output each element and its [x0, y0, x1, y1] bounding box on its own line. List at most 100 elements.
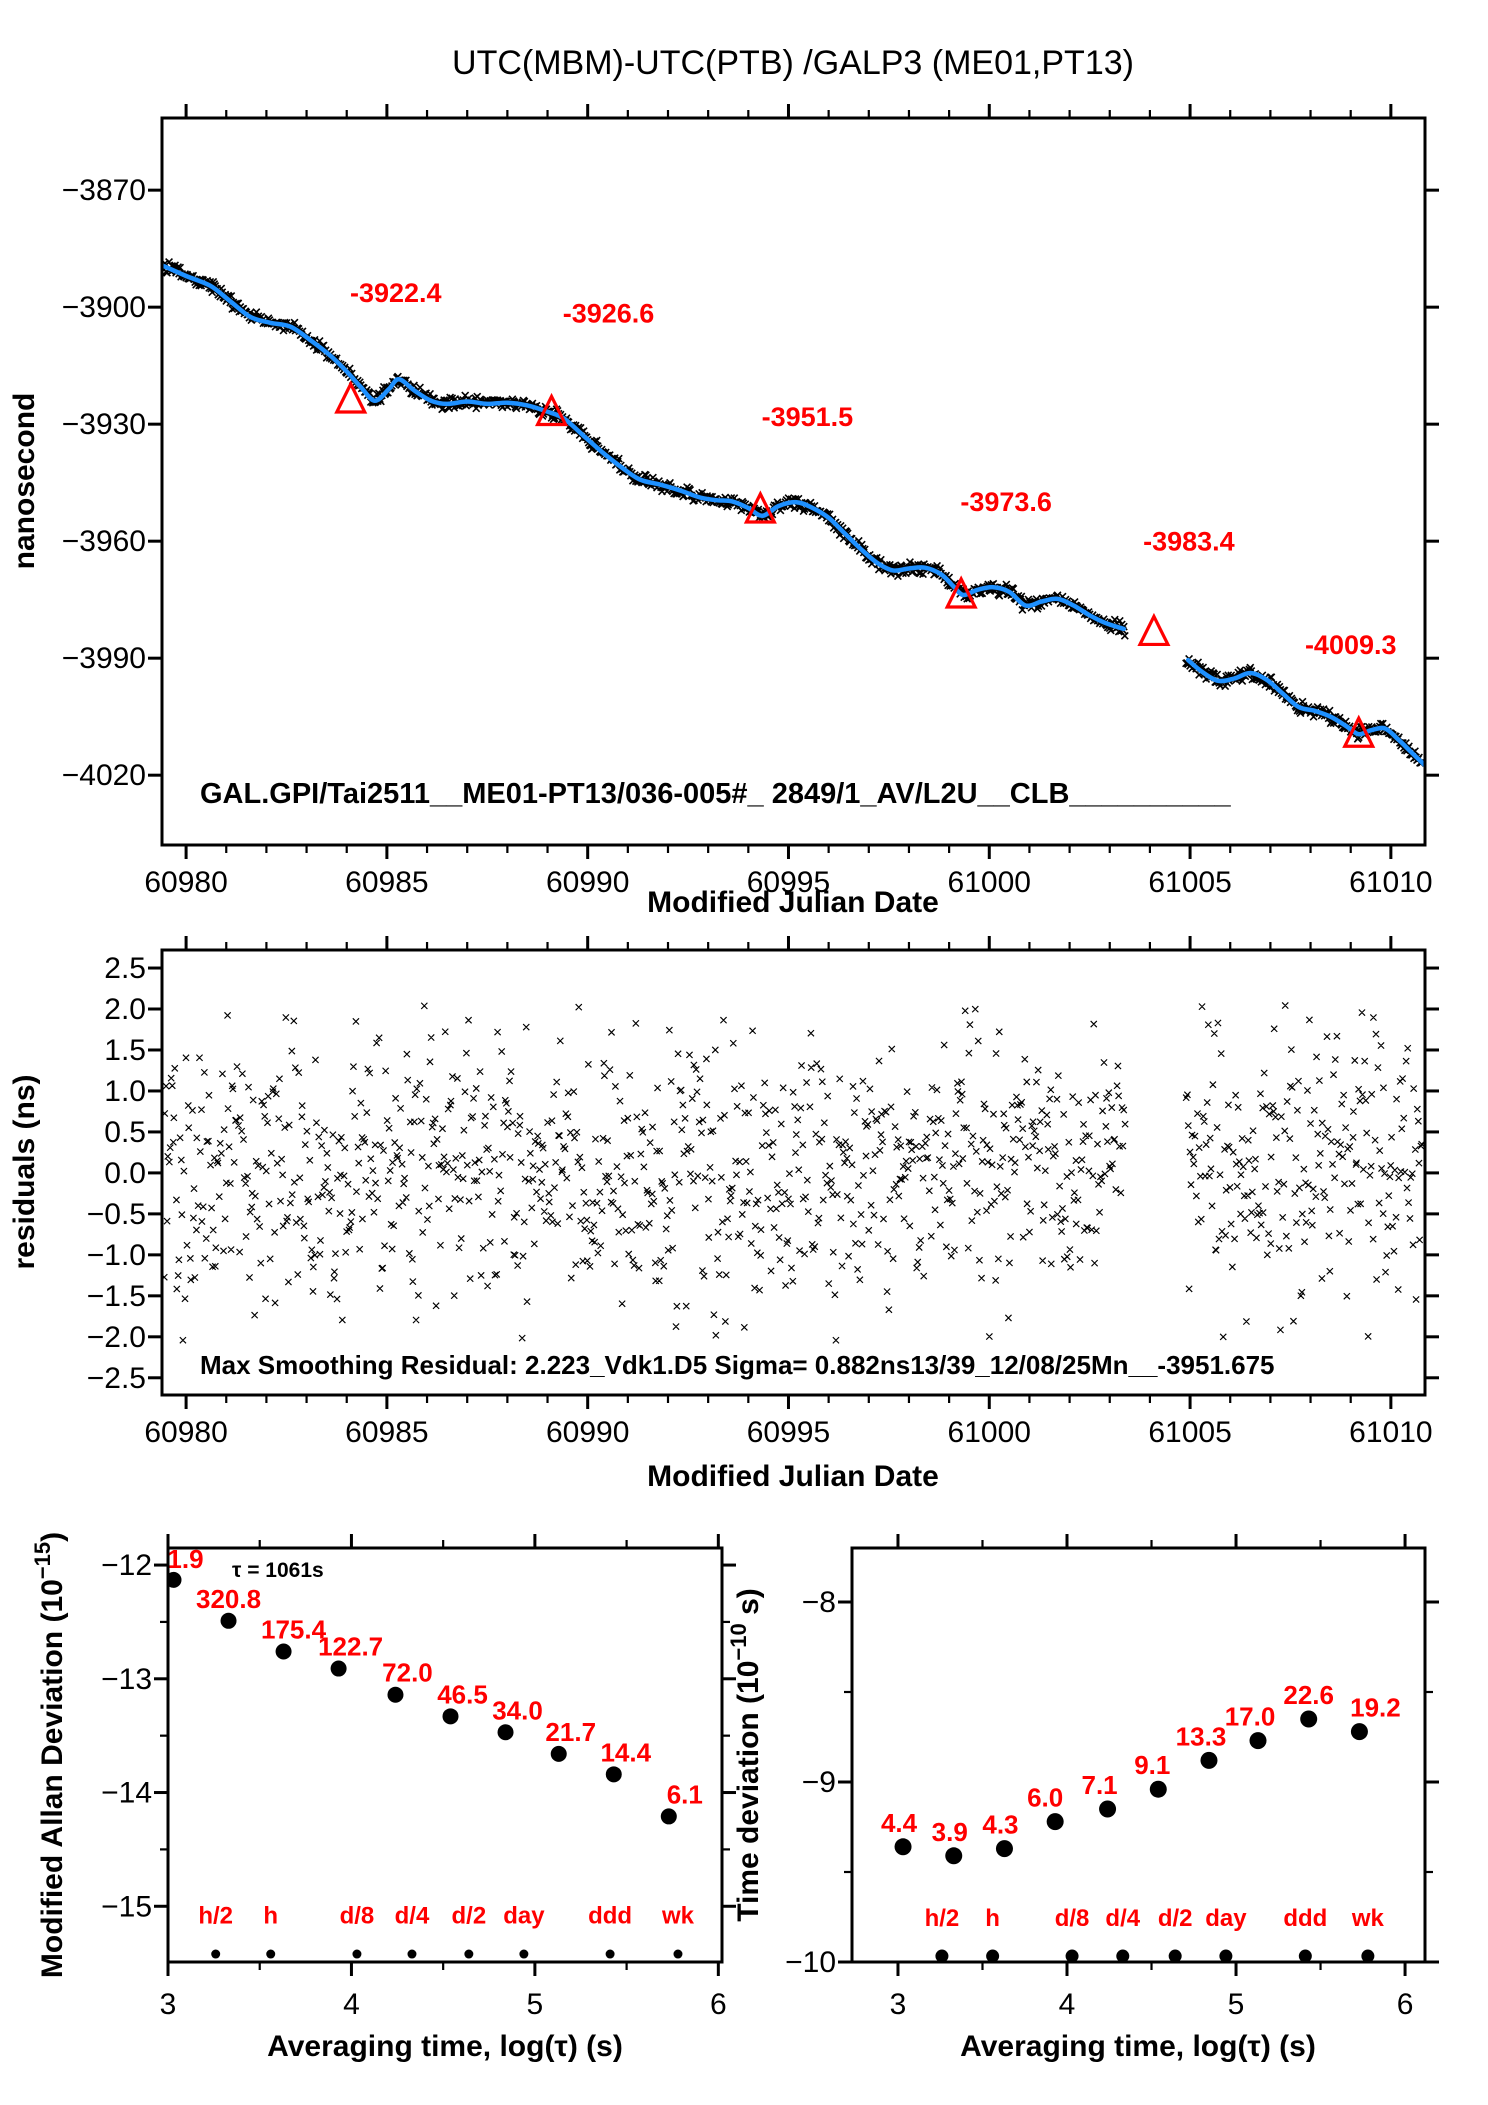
mdev-value-label: 14.4: [600, 1737, 651, 1767]
residuals-y-axis-title: residuals (ns): [8, 1074, 41, 1269]
mdev-y-tick-label: −12: [101, 1549, 152, 1582]
mdev-data-point: [605, 1766, 622, 1783]
mdev-time-unit-dot: [407, 1949, 417, 1959]
calibration-value-label: -3983.4: [1143, 526, 1235, 556]
phase-frame: [160, 116, 1427, 847]
residuals-plot-area: [163, 1002, 1424, 1344]
mdev-time-unit-dot: [266, 1949, 276, 1959]
mdev-data-point: [660, 1808, 677, 1825]
calibration-value-label: -4009.3: [1305, 630, 1397, 660]
calibration-value-label: -3926.6: [563, 298, 655, 328]
residuals-x-tick-label: 60980: [144, 1416, 227, 1449]
mdev-time-unit-dot: [673, 1949, 683, 1959]
residuals-y-tick-label: 1.5: [104, 1034, 146, 1067]
mdev-data-point: [442, 1708, 459, 1725]
tdev-value-label: 4.4: [881, 1808, 918, 1838]
residuals-y-tick-label: −2.0: [87, 1321, 146, 1354]
tdev-value-label: 3.9: [932, 1817, 968, 1847]
calibration-triangle: [1137, 612, 1171, 647]
tdev-time-unit-label: d/4: [1105, 1905, 1140, 1932]
tdev-y-axis-title: Time deviation (10−10 s): [726, 1588, 765, 1922]
mdev-data-point: [387, 1686, 404, 1703]
mdev-time-unit-label: h/2: [198, 1902, 233, 1929]
mdev-plot-area: [169, 1571, 677, 1825]
tdev-data-point: [1249, 1732, 1267, 1750]
mdev-x-tick-label: 6: [710, 1988, 727, 2021]
mdev-time-unit-dot: [605, 1949, 615, 1959]
mdev-time-unit-dot: [211, 1949, 221, 1959]
tdev-time-unit-label: h/2: [925, 1905, 960, 1932]
tdev-value-label: 7.1: [1081, 1770, 1117, 1800]
calibration-triangle: [535, 392, 569, 427]
tdev-time-unit-dot: [1219, 1949, 1233, 1963]
mdev-value-label: 72.0: [382, 1658, 433, 1688]
mdev-value-label: 34.0: [492, 1695, 543, 1725]
mdev-time-unit-label: d/2: [452, 1902, 487, 1929]
tdev-data-point: [894, 1838, 912, 1856]
tdev-data-point: [1350, 1723, 1368, 1741]
tdev-value-label: 4.3: [982, 1810, 1018, 1840]
tdev-x-tick-label: 4: [1059, 1988, 1076, 2021]
phase-y-tick-label: −3870: [62, 174, 146, 207]
tdev-time-unit-dot: [1168, 1949, 1182, 1963]
panel-phase: -3922.4 -3926.6 -3951.5 -3973.6 -3983.4 -4009…: [62, 104, 1439, 899]
calibration-triangle: [944, 575, 978, 609]
mdev-y-tick-label: −15: [101, 1890, 152, 1923]
tdev-frame: [850, 1546, 1427, 1964]
mdev-time-unit-label: d/4: [395, 1902, 430, 1929]
calibration-value-label: -3951.5: [762, 402, 854, 432]
tdev-time-unit-label: d/2: [1158, 1905, 1193, 1932]
mdev-time-unit-label: ddd: [588, 1902, 632, 1929]
residuals-x-tick-label: 60995: [747, 1416, 830, 1449]
tdev-time-unit-label: d/8: [1055, 1905, 1090, 1932]
mdev-x-tick-label: 4: [343, 1988, 360, 2021]
calibration-triangle: [743, 490, 777, 524]
residuals-axes: 60980 60985 60990 60995 61000 61005 61010 2.5 2.…: [87, 936, 1439, 1449]
mdev-x-tick-label: 3: [160, 1988, 177, 2021]
tdev-x-tick-label: 5: [1228, 1988, 1245, 2021]
residuals-y-tick-label: 0.0: [104, 1157, 146, 1190]
residuals-y-tick-label: 2.5: [104, 952, 146, 985]
phase-plot-area: [163, 258, 1424, 768]
figure-title: UTC(MBM)-UTC(PTB) /GALP3 (ME01,PT13): [452, 44, 1134, 82]
tdev-data-point: [1046, 1813, 1064, 1831]
residuals-y-tick-label: 1.0: [104, 1075, 146, 1108]
mdev-tau-annotation: τ = 1061s: [232, 1559, 324, 1582]
panel-tdev: 4.4 3.9 4.3 6.0 7.1 9.113.317.022.6 19.2 h/2 h d/…: [785, 1534, 1439, 2021]
tdev-data-point: [945, 1847, 963, 1865]
residuals-y-tick-label: −2.5: [87, 1362, 146, 1395]
residuals-frame: [160, 948, 1427, 1397]
phase-y-tick-label: −3990: [62, 642, 146, 675]
phase-x-tick-label: 61010: [1349, 866, 1432, 899]
residuals-scatter-markers: [163, 1002, 1424, 1344]
mdev-time-unit-dot: [519, 1949, 529, 1959]
residuals-x-tick-label: 61005: [1148, 1416, 1231, 1449]
mdev-data-point: [275, 1643, 292, 1660]
mdev-axes: 3 4 5 6 −12 −13 −14 −15: [101, 1534, 736, 2021]
phase-x-tick-label: 60995: [747, 866, 830, 899]
mdev-data-point: [550, 1745, 567, 1762]
tdev-value-label: 19.2: [1350, 1693, 1401, 1723]
tdev-time-unit-label: wk: [1351, 1905, 1385, 1932]
tdev-data-point: [1149, 1780, 1167, 1798]
phase-y-tick-label: −3900: [62, 291, 146, 324]
phase-x-tick-label: 60990: [546, 866, 629, 899]
tdev-value-label: 22.6: [1283, 1680, 1334, 1710]
tdev-time-unit-dot: [1361, 1949, 1375, 1963]
mdev-time-unit-dot: [352, 1949, 362, 1959]
residuals-y-tick-label: −1.5: [87, 1280, 146, 1313]
mdev-time-unit-dot: [464, 1949, 474, 1959]
mdev-time-unit-label: h: [263, 1902, 278, 1929]
mdev-value-label: 122.7: [318, 1632, 383, 1662]
tdev-time-unit-markers: h/2 h d/8 d/4 d/2 day ddd wk: [925, 1905, 1385, 1963]
calibration-value-label: -3973.6: [960, 487, 1052, 517]
tdev-time-unit-dot: [986, 1949, 1000, 1963]
residuals-x-tick-label: 61010: [1349, 1416, 1432, 1449]
phase-scatter-markers: [163, 258, 1424, 767]
tdev-value-label: 9.1: [1134, 1750, 1170, 1780]
tdev-x-tick-label: 6: [1397, 1988, 1414, 2021]
tdev-time-unit-dot: [935, 1949, 949, 1963]
residuals-y-tick-label: 0.5: [104, 1116, 146, 1149]
panel-residuals: 60980 60985 60990 60995 61000 61005 61010 2.5 2.…: [87, 936, 1439, 1449]
